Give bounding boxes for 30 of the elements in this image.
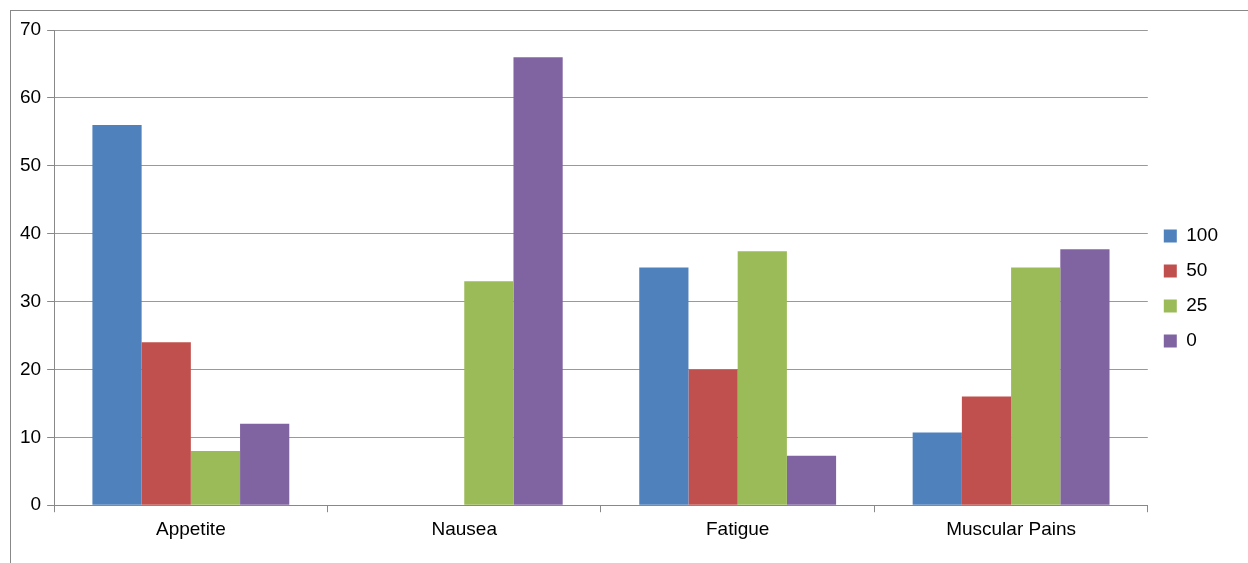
y-tick-label: 10: [19, 425, 42, 447]
bar: [688, 369, 738, 505]
bar: [1011, 267, 1061, 505]
bar: [513, 57, 563, 505]
bar: [92, 125, 142, 505]
bar: [912, 432, 962, 505]
y-tick-label: 50: [19, 154, 42, 176]
bar: [240, 423, 290, 505]
y-tick-label: 20: [19, 357, 42, 379]
x-tick-label: Muscular Pains: [946, 517, 1077, 539]
bar: [639, 267, 689, 505]
bar: [786, 455, 837, 505]
bar: [464, 281, 514, 505]
bar: [141, 342, 191, 505]
bar: [961, 396, 1012, 505]
legend-label: 0: [1186, 329, 1197, 351]
y-tick-label: 70: [19, 18, 42, 40]
y-tick-label: 60: [19, 86, 42, 108]
x-tick-label: Fatigue: [705, 517, 770, 539]
x-tick-label: Appetite: [155, 517, 226, 539]
legend-label: 50: [1186, 259, 1208, 281]
bar: [737, 251, 787, 505]
y-tick-label: 30: [19, 289, 42, 311]
legend-label: 25: [1186, 294, 1208, 316]
y-tick-label: 0: [30, 493, 42, 515]
y-tick-label: 40: [19, 221, 42, 243]
x-tick-label: Nausea: [431, 517, 498, 539]
legend-label: 100: [1186, 224, 1218, 246]
bar: [190, 450, 241, 505]
bar: [1060, 249, 1110, 505]
